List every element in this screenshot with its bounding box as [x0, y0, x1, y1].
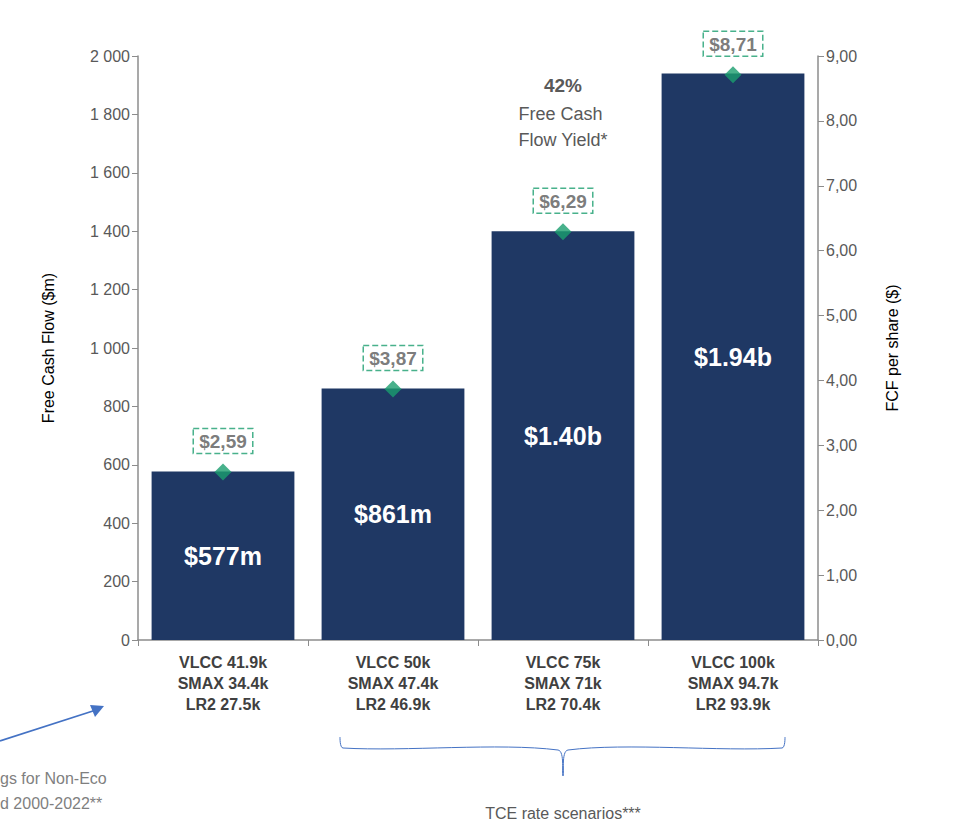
svg-text:$1.40b: $1.40b	[524, 422, 602, 450]
svg-text:SMAX 71k: SMAX 71k	[524, 675, 601, 692]
svg-text:FCF per share ($): FCF per share ($)	[884, 284, 901, 411]
svg-text:$8,71: $8,71	[709, 34, 757, 55]
svg-text:VLCC 50k: VLCC 50k	[356, 654, 431, 671]
svg-text:SMAX 47.4k: SMAX 47.4k	[348, 675, 439, 692]
svg-text:1 800: 1 800	[90, 106, 130, 123]
svg-text:gs for Non-Eco: gs for Non-Eco	[0, 770, 107, 787]
svg-text:7,00: 7,00	[826, 177, 857, 194]
svg-text:$2,59: $2,59	[199, 431, 247, 452]
svg-text:42%: 42%	[544, 75, 582, 96]
svg-text:VLCC 41.9k: VLCC 41.9k	[179, 654, 267, 671]
svg-text:2,00: 2,00	[826, 502, 857, 519]
svg-text:4,00: 4,00	[826, 372, 857, 389]
svg-text:Free Cash Flow ($m): Free Cash Flow ($m)	[40, 273, 57, 423]
svg-text:VLCC 100k: VLCC 100k	[691, 654, 775, 671]
svg-text:VLCC 75k: VLCC 75k	[526, 654, 601, 671]
svg-text:0: 0	[121, 632, 130, 649]
svg-text:400: 400	[103, 515, 130, 532]
svg-text:$6,29: $6,29	[539, 191, 587, 212]
svg-text:2 000: 2 000	[90, 48, 130, 65]
svg-text:1 200: 1 200	[90, 281, 130, 298]
svg-text:LR2 70.4k: LR2 70.4k	[526, 696, 601, 713]
svg-text:1,00: 1,00	[826, 567, 857, 584]
svg-text:Free Cash: Free Cash	[518, 104, 607, 124]
svg-text:LR2 27.5k: LR2 27.5k	[186, 696, 261, 713]
svg-text:5,00: 5,00	[826, 307, 857, 324]
svg-text:Flow Yield*: Flow Yield*	[518, 130, 607, 150]
svg-text:9,00: 9,00	[826, 48, 857, 65]
svg-text:$1.94b: $1.94b	[694, 343, 772, 371]
svg-text:8,00: 8,00	[826, 112, 857, 129]
svg-text:TCE rate scenarios***: TCE rate scenarios***	[485, 805, 641, 822]
svg-text:200: 200	[103, 573, 130, 590]
svg-text:600: 600	[103, 456, 130, 473]
svg-text:$3,87: $3,87	[369, 348, 417, 369]
svg-text:LR2 46.9k: LR2 46.9k	[356, 696, 431, 713]
svg-text:SMAX 34.4k: SMAX 34.4k	[178, 675, 269, 692]
svg-text:0,00: 0,00	[826, 632, 857, 649]
svg-text:LR2 93.9k: LR2 93.9k	[696, 696, 771, 713]
svg-text:1 400: 1 400	[90, 223, 130, 240]
svg-text:$861m: $861m	[354, 500, 432, 528]
svg-text:SMAX 94.7k: SMAX 94.7k	[688, 675, 779, 692]
svg-text:6,00: 6,00	[826, 242, 857, 259]
svg-text:800: 800	[103, 398, 130, 415]
svg-text:1 600: 1 600	[90, 164, 130, 181]
svg-text:d 2000-2022**: d 2000-2022**	[0, 795, 102, 812]
svg-text:1 000: 1 000	[90, 340, 130, 357]
svg-text:3,00: 3,00	[826, 437, 857, 454]
svg-text:$577m: $577m	[184, 542, 262, 570]
